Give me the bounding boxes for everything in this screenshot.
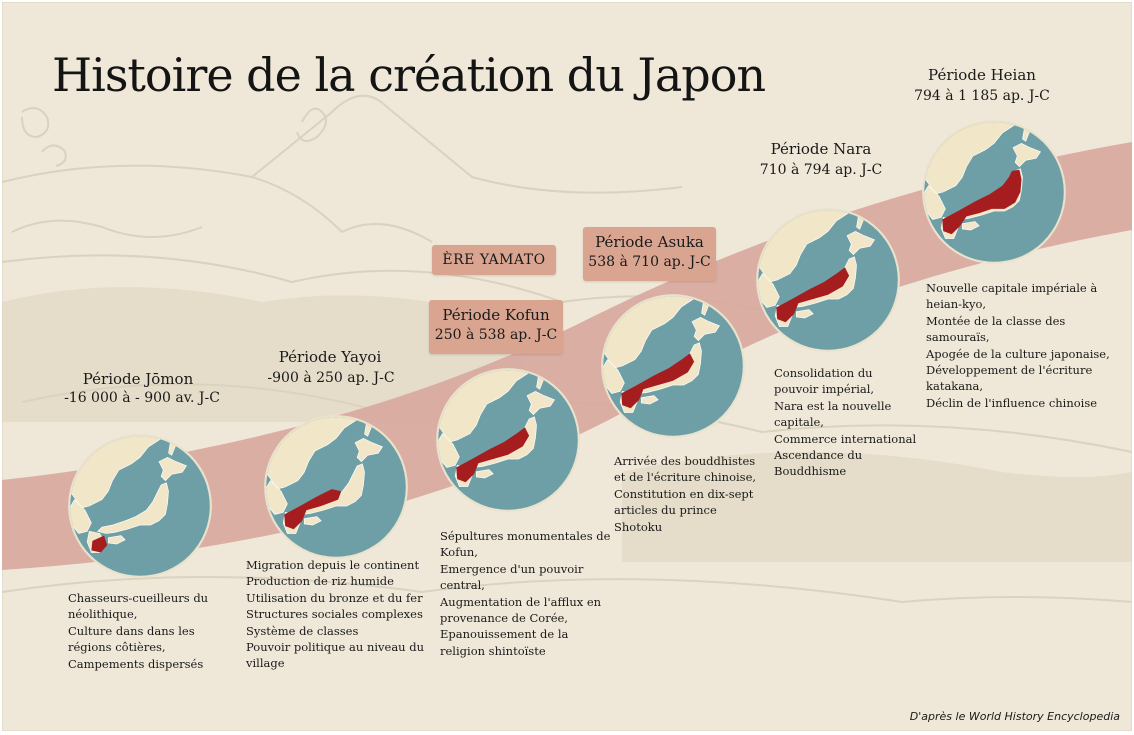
desc-line: Nouvelle capitale impériale à <box>926 281 1098 295</box>
desc-line: Développement de l'écriture <box>926 363 1093 378</box>
description-nara: Consolidation du pouvoir impérial, Nara … <box>774 365 916 480</box>
desc-line: Migration depuis le continent <box>246 558 420 572</box>
source-credit: D'après le World History Encyclopedia <box>909 710 1120 723</box>
period-dates-heian: 794 à 1 185 ap. J-C <box>914 88 1050 104</box>
desc-line: Constitution en dix-sept <box>614 486 754 501</box>
desc-line: heian-kyo, <box>926 297 987 312</box>
description-asuka: Arrivée des bouddhistes et de l'écriture… <box>614 453 756 535</box>
desc-line: Emergence d'un pouvoir <box>440 561 584 576</box>
period-title-nara: Période Nara <box>770 140 872 158</box>
map-heian <box>920 118 1068 266</box>
desc-line: village <box>246 656 285 671</box>
description-jomon: Chasseurs-cueilleurs du néolithique, Cul… <box>68 590 208 672</box>
page-title: Histoire de la création du Japon <box>52 48 766 102</box>
highlight-region <box>284 489 342 530</box>
desc-line: Apogée de la culture japonaise, <box>926 346 1110 361</box>
desc-line: Arrivée des bouddhistes <box>614 454 756 468</box>
desc-line: Sépultures monumentales de <box>440 529 611 543</box>
highlight-region <box>621 353 695 409</box>
desc-line: Production de riz humide <box>246 574 394 589</box>
desc-line: Système de classes <box>246 623 359 638</box>
desc-line: Campements dispersés <box>68 656 204 671</box>
highlight-region <box>91 535 108 553</box>
desc-line: capitale, <box>774 415 824 430</box>
desc-line: néolithique, <box>68 607 138 622</box>
desc-line: Structures sociales complexes <box>246 607 423 622</box>
highlight-region <box>942 169 1022 235</box>
desc-line: katakana, <box>926 379 984 394</box>
desc-line: religion shintoïste <box>440 643 546 658</box>
period-box-kofun: Période Kofun 250 à 538 ap. J-C <box>429 300 563 354</box>
description-kofun: Sépultures monumentales de Kofun, Emerge… <box>440 528 610 659</box>
description-heian: Nouvelle capitale impériale à heian-kyo,… <box>926 280 1110 411</box>
period-dates-yayoi: -900 à 250 ap. J-C <box>267 370 395 386</box>
period-title-asuka: Période Asuka <box>595 233 704 251</box>
era-yamato-label: ÈRE YAMATO <box>432 245 556 275</box>
desc-line: Culture dans dans les <box>68 623 195 638</box>
desc-line: pouvoir impérial, <box>774 382 875 397</box>
period-dates-nara: 710 à 794 ap. J-C <box>759 162 883 178</box>
period-dates-jomon: -16 000 à - 900 av. J-C <box>64 390 220 406</box>
desc-line: Déclin de l'influence chinoise <box>926 395 1098 410</box>
desc-line: Chasseurs-cueilleurs du <box>68 591 209 605</box>
period-box-asuka: Période Asuka 538 à 710 ap. J-C <box>583 227 716 281</box>
desc-line: articles du prince <box>614 503 717 518</box>
period-title-kofun: Période Kofun <box>442 306 550 324</box>
desc-line: samouraïs, <box>926 330 990 345</box>
highlight-region <box>456 427 530 483</box>
desc-line: Bouddhisme <box>774 464 847 479</box>
desc-line: Ascendance du <box>774 448 863 463</box>
desc-line: et de l'écriture chinoise, <box>614 470 757 485</box>
desc-line: provenance de Corée, <box>440 611 568 626</box>
period-title-heian: Période Heian <box>928 66 1036 84</box>
mountain-shading <box>2 287 1132 562</box>
map-asuka <box>599 292 747 440</box>
map-nara <box>754 206 902 354</box>
highlight-region <box>776 267 850 323</box>
desc-line: Shotoku <box>614 519 663 534</box>
desc-line: régions côtières, <box>68 640 166 655</box>
desc-line: Utilisation du bronze et du fer <box>246 590 423 605</box>
map-kofun <box>434 366 582 514</box>
map-yayoi <box>262 413 410 561</box>
desc-line: central, <box>440 578 485 593</box>
period-title-yayoi: Période Yayoi <box>278 348 382 366</box>
desc-line: Nara est la nouvelle <box>774 398 892 413</box>
description-yayoi: Migration depuis le continent Production… <box>246 557 424 672</box>
desc-line: Montée de la classe des <box>926 313 1066 328</box>
period-dates-kofun: 250 à 538 ap. J-C <box>434 327 558 343</box>
desc-line: Commerce international <box>774 431 917 446</box>
desc-line: Pouvoir politique au niveau du <box>246 640 425 655</box>
period-dates-asuka: 538 à 710 ap. J-C <box>588 254 711 270</box>
desc-line: Consolidation du <box>774 366 873 380</box>
desc-line: Kofun, <box>440 545 478 560</box>
map-jomon <box>66 432 214 580</box>
period-title-jomon: Période Jōmon <box>82 370 194 388</box>
desc-line: Epanouissement de la <box>440 627 569 642</box>
desc-line: Augmentation de l'afflux en <box>440 594 602 609</box>
